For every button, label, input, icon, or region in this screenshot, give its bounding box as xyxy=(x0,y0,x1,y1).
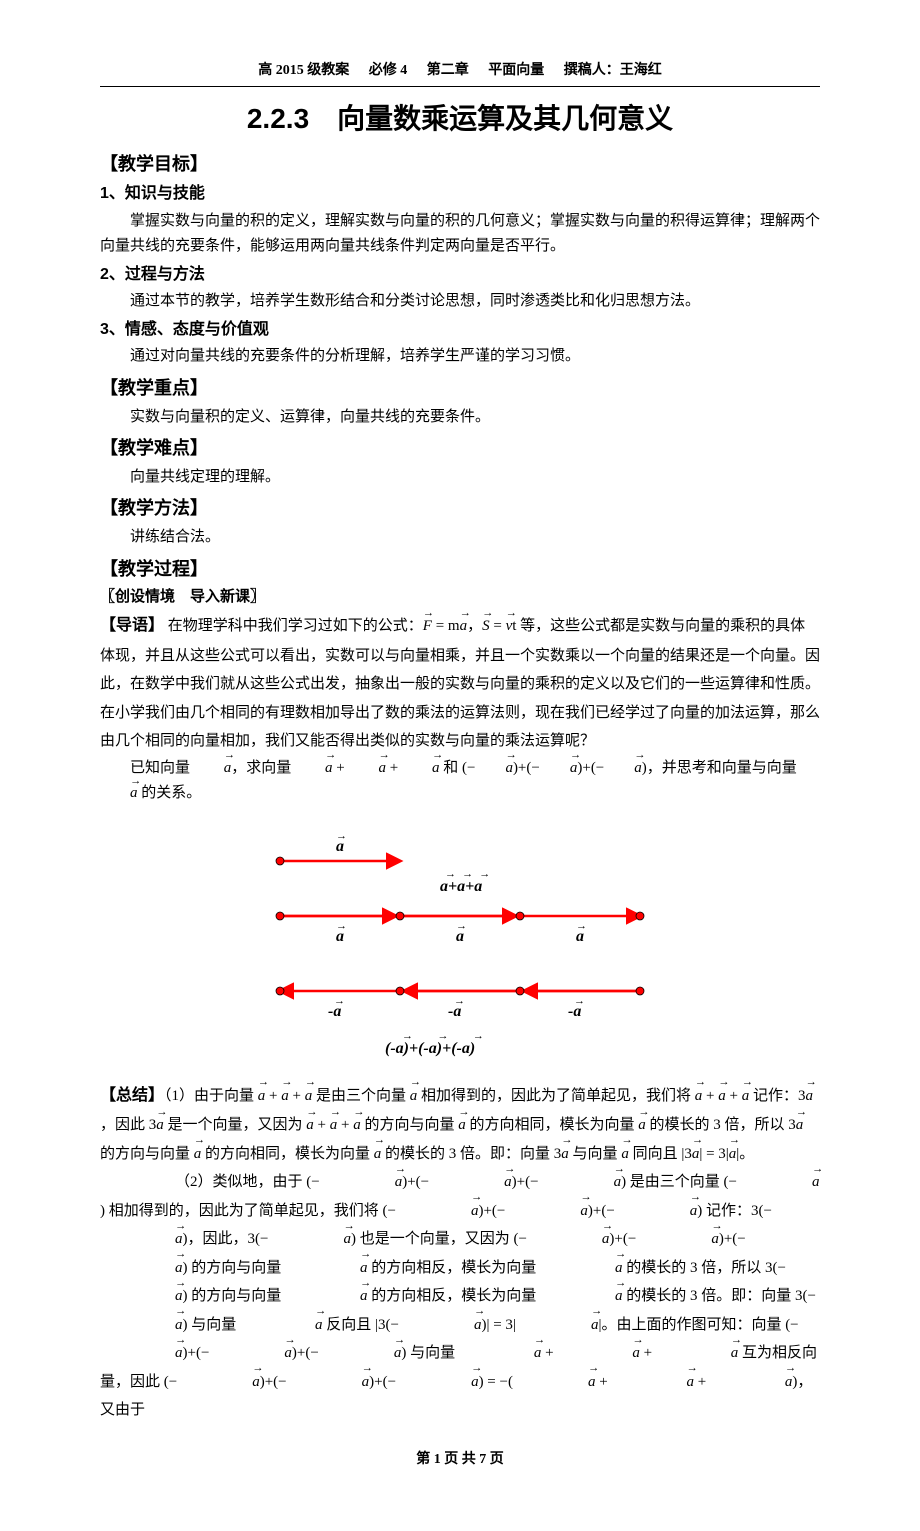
goal-3-heading: 3、情感、态度与价值观 xyxy=(100,317,820,343)
page-footer: 第 1 页 共 7 页 xyxy=(100,1449,820,1471)
goal-1-body: 掌握实数与向量的积的定义，理解实数与向量的积的几何意义；掌握实数与向量的积得运算… xyxy=(100,209,820,260)
intro-label: 【导语】 xyxy=(100,617,164,634)
section-goal: 【教学目标】 xyxy=(100,150,820,179)
task-paragraph: 已知向量 a，求向量 a + a + a 和 (−a)+(−a)+(−a)，并思… xyxy=(100,756,820,807)
section-process: 【教学过程】 xyxy=(100,555,820,584)
svg-text:(-a)+(-a)+(-a): (-a)+(-a)+(-a) xyxy=(385,1040,475,1057)
header-mid2: 第二章 xyxy=(427,63,469,78)
page-title: 2.2.3 向量数乘运算及其几何意义 xyxy=(100,97,820,142)
header-mid3: 平面向量 xyxy=(488,63,544,78)
svg-text:-a: -a xyxy=(328,1003,341,1020)
header-mid1: 必修 4 xyxy=(369,63,408,78)
header-left: 高 2015 级教案 xyxy=(258,63,349,78)
svg-text:a: a xyxy=(336,838,344,855)
page-header: 高 2015 级教案 必修 4 第二章 平面向量 撰稿人：王海红 xyxy=(100,60,820,87)
header-right: 撰稿人：王海红 xyxy=(564,63,662,78)
focus-body: 实数与向量积的定义、运算律，向量共线的充要条件。 xyxy=(100,405,820,431)
summary-label: 【总结】 xyxy=(100,1087,164,1104)
summary-1: 【总结】（1）由于向量 a + a + a 是由三个向量 a 相加得到的，因此为… xyxy=(100,1081,820,1168)
goal-1-heading: 1、知识与技能 xyxy=(100,181,820,207)
svg-text:a: a xyxy=(576,928,584,945)
goal-3-body: 通过对向量共线的充要条件的分析理解，培养学生严谨的学习习惯。 xyxy=(100,344,820,370)
goal-2-body: 通过本节的教学，培养学生数形结合和分类讨论思想，同时渗透类比和化归思想方法。 xyxy=(100,289,820,315)
method-body: 讲练结合法。 xyxy=(100,525,820,551)
svg-text:a+a+a: a+a+a xyxy=(440,878,482,895)
svg-text:a: a xyxy=(456,928,464,945)
svg-text:a: a xyxy=(336,928,344,945)
section-method: 【教学方法】 xyxy=(100,494,820,523)
svg-text:-a: -a xyxy=(568,1003,581,1020)
intro-paragraph: 【导语】 在物理学科中我们学习过如下的公式：F = ma，S = vt 等，这些… xyxy=(100,611,820,755)
goal-2-heading: 2、过程与方法 xyxy=(100,262,820,288)
vector-diagram: → a → → → a+a+a → a → a → a → -a → -a → … xyxy=(220,821,700,1071)
section-hard: 【教学难点】 xyxy=(100,434,820,463)
hard-body: 向量共线定理的理解。 xyxy=(100,465,820,491)
section-focus: 【教学重点】 xyxy=(100,374,820,403)
summary-2: （2）类似地，由于 (−a)+(−a)+(−a) 是由三个向量 (−a) 相加得… xyxy=(100,1168,820,1425)
svg-text:-a: -a xyxy=(448,1003,461,1020)
